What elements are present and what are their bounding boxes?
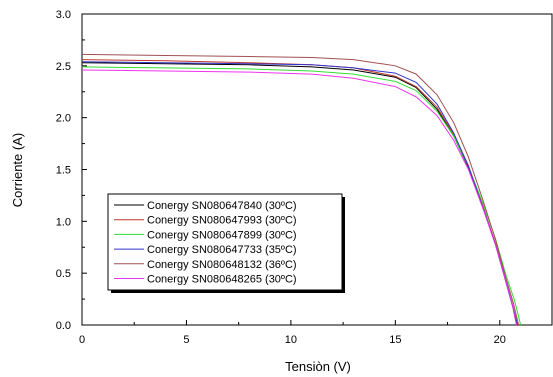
y-axis: 0.0 0.5 1.0 1.5 2.0 2.5 3.0 (56, 9, 87, 332)
x-axis-label: Tensiòn (V) (285, 359, 351, 374)
legend-label-1: Conergy SN080647840 (30ºC) (147, 200, 297, 212)
y-tick-label: 2.5 (56, 61, 71, 73)
y-tick-label: 1.0 (56, 216, 71, 228)
legend-label-3: Conergy SN080647899 (30ºC) (147, 229, 297, 241)
series-line-3 (81, 66, 522, 326)
y-tick-label: 1.5 (56, 165, 71, 177)
y-axis-label: Corriente (A) (10, 133, 25, 207)
y-tick-label: 2.0 (56, 113, 71, 125)
legend-label-2: Conergy SN080647993 (30ºC) (147, 215, 297, 227)
x-tick-label: 15 (389, 334, 401, 346)
y-tick-label: 0.5 (56, 268, 71, 280)
series-line-6 (81, 69, 517, 326)
legend-label-6: Conergy SN080648265 (30ºC) (147, 274, 297, 286)
x-tick-label: 5 (183, 334, 189, 346)
y-tick-label: 0.0 (56, 320, 71, 332)
legend-box (107, 193, 343, 291)
series-group (81, 53, 522, 326)
x-tick-label: 0 (79, 334, 85, 346)
x-tick-label: 20 (494, 334, 506, 346)
legend: Conergy SN080647840 (30ºC) Conergy SN0806… (107, 193, 345, 293)
legend-label-5: Conergy SN080648132 (36ºC) (147, 259, 297, 271)
x-axis: 0 5 10 15 20 (79, 320, 553, 346)
x-tick-label: 10 (285, 334, 297, 346)
y-tick-label: 3.0 (56, 9, 71, 21)
series-line-5 (81, 53, 520, 326)
legend-label-4: Conergy SN080647733 (35ºC) (147, 244, 297, 256)
